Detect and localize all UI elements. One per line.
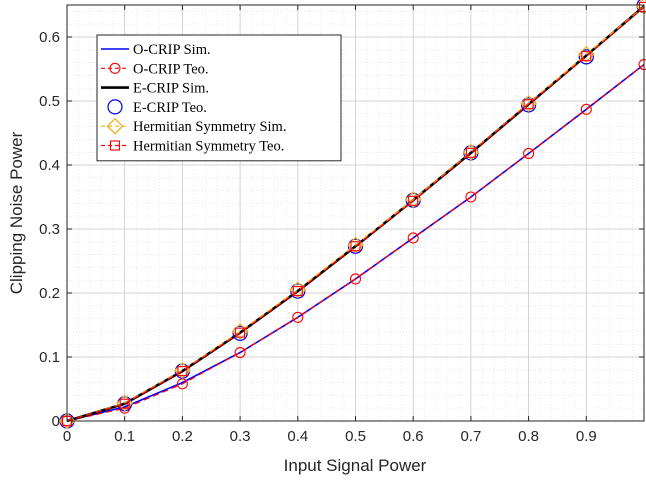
series-marker: [232, 325, 248, 341]
y-tick-label: 0.3: [39, 221, 60, 238]
series-marker: [523, 99, 534, 110]
legend-marker-sample: [109, 62, 121, 74]
series-marker: [176, 378, 188, 390]
series-marker: [349, 273, 362, 285]
x-tick-label: 0.1: [114, 428, 135, 445]
series-marker: [407, 232, 419, 244]
legend-marker-sample: [107, 99, 123, 115]
x-axis-title: Input Signal Power: [284, 456, 427, 475]
legend-entry: E-CRIP Sim.: [101, 81, 209, 97]
major-grid: [66, 5, 644, 422]
series-marker: [465, 191, 477, 203]
legend-marker-sample: [106, 117, 124, 135]
series-marker: [234, 346, 246, 359]
series-marker: [292, 286, 303, 297]
legend-box: [96, 34, 342, 162]
legend-marker-sample: [109, 140, 121, 151]
series-marker: [177, 366, 188, 377]
series-marker: [465, 147, 476, 158]
x-tick-label: 0.5: [345, 428, 366, 445]
legend-label: Hermitian Symmetry Teo.: [133, 139, 284, 155]
series-marker: [523, 147, 535, 160]
y-tick-label: 0.2: [39, 285, 60, 302]
y-tick-label: 0.6: [39, 29, 60, 46]
x-tick-label: 0.2: [172, 428, 193, 445]
legend-entry: O-CRIP Teo.: [101, 61, 209, 77]
legend-label: Hermitian Symmetry Sim.: [133, 119, 286, 135]
legend: O-CRIP Sim. O-CRIP Teo. E-CRIP Sim. E-CRIP …: [96, 34, 342, 162]
x-tick-label: 0.3: [230, 428, 251, 445]
x-tick-label: 0.9: [576, 428, 597, 445]
series-marker: [119, 398, 130, 409]
series-marker: [580, 103, 592, 115]
series-marker: [292, 311, 304, 323]
y-tick-label: 0.5: [39, 93, 60, 110]
series-line: [66, 6, 645, 422]
y-tick-label: 0.1: [39, 349, 60, 366]
series-line: [66, 64, 645, 422]
y-tick-label: 0: [52, 413, 60, 430]
x-tick-label: 0.7: [460, 428, 481, 445]
legend-entry: O-CRIP Sim.: [101, 42, 211, 58]
series-marker: [350, 241, 361, 252]
y-tick-labels: 0 0.1 0.2 0.3 0.4 0.5 0.6: [39, 29, 60, 430]
y-tick-label: 0.4: [39, 157, 60, 174]
series-layer: [58, 0, 646, 430]
legend-label: E-CRIP Sim.: [133, 81, 209, 97]
x-tick-label: 0.6: [403, 428, 424, 445]
legend-entry: E-CRIP Teo.: [107, 99, 207, 116]
x-tick-label: 0.4: [287, 428, 308, 445]
legend-entry: Hermitian Symmetry Sim.: [101, 117, 286, 135]
series-marker: [408, 195, 419, 206]
legend-label: E-CRIP Teo.: [133, 100, 207, 116]
legend-label: O-CRIP Teo.: [133, 61, 209, 77]
y-axis-title: Clipping Noise Power: [7, 131, 26, 294]
legend-entry: Hermitian Symmetry Teo.: [101, 139, 284, 155]
x-tick-label: 0: [63, 428, 71, 445]
x-tick-label: 0.8: [518, 428, 539, 445]
series-marker: [581, 51, 592, 62]
legend-label: O-CRIP Sim.: [133, 42, 211, 58]
series-marker: [235, 327, 246, 338]
ticks-layer: [66, 5, 644, 422]
series-marker: [578, 49, 594, 65]
x-tick-labels: 0 0.1 0.2 0.3 0.4 0.5 0.6 0.7 0.8 0.9: [63, 428, 597, 445]
